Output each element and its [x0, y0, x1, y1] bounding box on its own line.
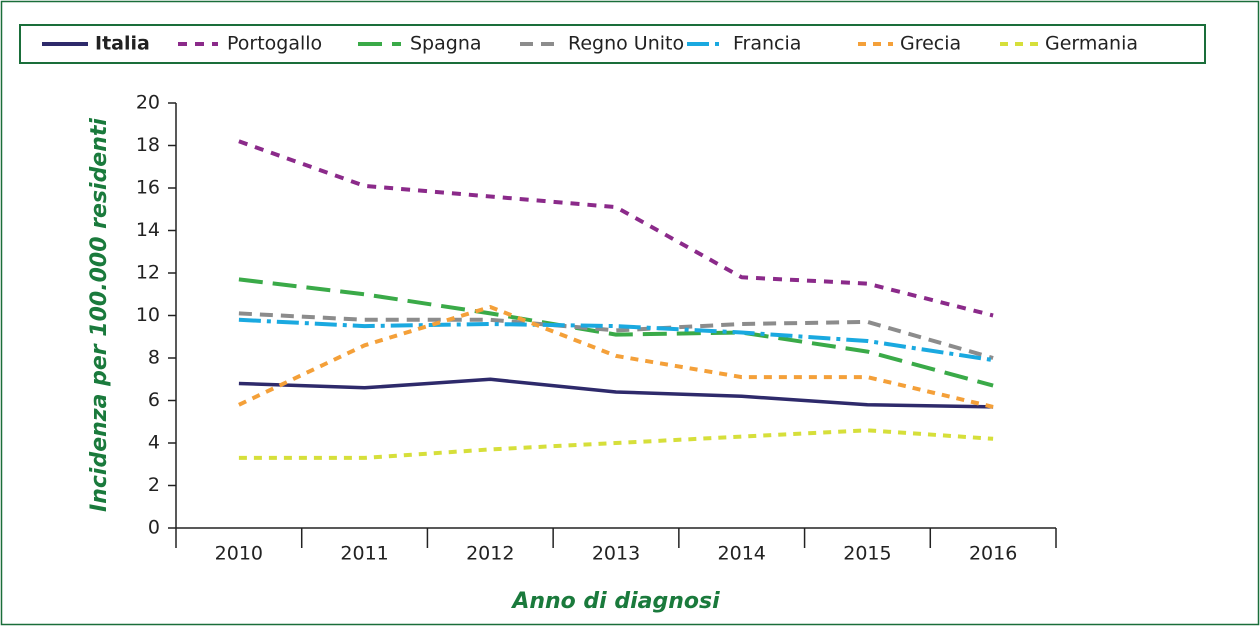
legend-label: Portogallo — [227, 33, 322, 55]
x-tick-label: 2011 — [340, 543, 388, 565]
y-axis-title: Incidenza per 100.000 residenti — [87, 118, 112, 512]
y-tick-label: 14 — [136, 219, 160, 241]
x-axis-title: Anno di diagnosi — [510, 589, 720, 614]
legend-label: Spagna — [410, 33, 482, 55]
x-tick-label: 2015 — [843, 543, 891, 565]
y-tick-label: 16 — [136, 177, 160, 199]
legend-label: Germania — [1045, 33, 1138, 55]
y-tick-label: 12 — [136, 262, 160, 284]
series-line — [238, 317, 994, 363]
x-tick-label: 2013 — [592, 543, 640, 565]
y-tick-label: 6 — [148, 389, 160, 411]
y-tick-label: 4 — [148, 432, 160, 454]
legend-label: Regno Unito — [568, 33, 684, 55]
series-line — [238, 277, 994, 388]
y-tick-label: 2 — [148, 474, 160, 496]
y-tick-label: 8 — [148, 347, 160, 369]
legend-label: Francia — [733, 33, 801, 55]
x-tick-label: 2016 — [969, 543, 1017, 565]
y-tick-label: 20 — [136, 92, 160, 114]
series-line — [238, 305, 994, 409]
x-tick-label: 2014 — [718, 543, 766, 565]
y-tick-label: 18 — [136, 134, 160, 156]
series-line — [238, 428, 994, 460]
y-tick-label: 0 — [148, 517, 160, 539]
series-line — [238, 377, 994, 409]
legend-label: Grecia — [900, 33, 961, 55]
x-tick-label: 2012 — [466, 543, 514, 565]
legend-label: Italia — [95, 33, 150, 55]
x-tick-label: 2010 — [215, 543, 263, 565]
y-tick-label: 10 — [136, 304, 160, 326]
series-line — [238, 139, 994, 318]
